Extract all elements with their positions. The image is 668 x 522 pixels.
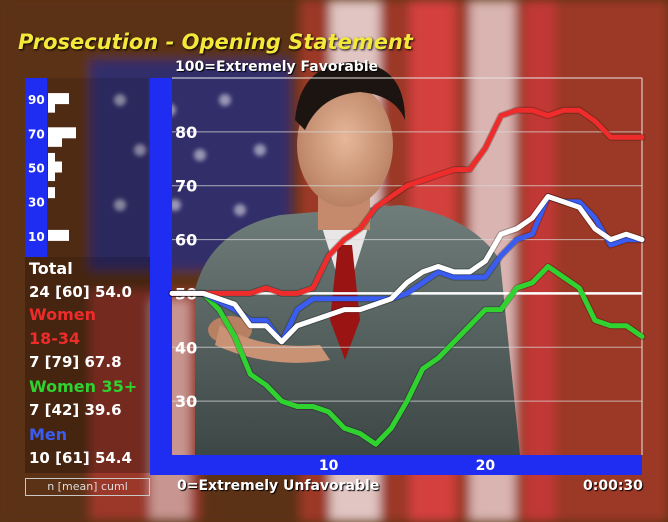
legend-men-n: 10 (29, 449, 50, 467)
y-tick-label-30: 30 (175, 392, 197, 411)
legend-panel: Total 24 [60] 54.0 Women 18-34 7 [79] 67… (25, 257, 150, 473)
y-axis-bar (150, 78, 172, 475)
legend-women-older-stats: 7 [42] 39.6 (29, 401, 122, 419)
legend-women-young-mean: [79] (44, 353, 80, 371)
legend-women-young-cuml: 67.8 (84, 353, 122, 371)
legend-women-older-n: 7 (29, 401, 40, 419)
legend-women-young-stats: 7 [79] 67.8 (29, 353, 122, 371)
scale-bottom-label: 0=Extremely Unfavorable (177, 478, 380, 494)
histogram-axis-bar (25, 78, 47, 257)
histogram-panel (47, 78, 148, 257)
legend-women-young-n: 7 (29, 353, 40, 371)
legend-men-label: Men (29, 425, 68, 444)
x-tick-label-10: 10 (319, 458, 339, 474)
x-tick-label-20: 20 (476, 458, 496, 474)
legend-total-stats: 24 [60] 54.0 (29, 283, 132, 301)
legend-women-older-cuml: 39.6 (84, 401, 122, 419)
y-tick-label-40: 40 (175, 338, 197, 357)
series-line-women-35- (169, 264, 645, 447)
histogram-bar-65 (48, 135, 62, 147)
legend-men-cuml: 54.4 (94, 449, 132, 467)
histogram-tick-50: 50 (28, 162, 45, 176)
scale-top-label: 100=Extremely Favorable (175, 59, 379, 75)
histogram-bar-50 (48, 161, 62, 173)
chart-title: Prosecution - Opening Statement (18, 30, 413, 54)
legend-men-stats: 10 [61] 54.4 (29, 449, 132, 467)
histogram-tick-10: 10 (28, 230, 45, 244)
histogram-bar-85 (48, 101, 55, 113)
legend-men-mean: [61] (55, 449, 90, 467)
histogram-bar-35 (48, 187, 55, 199)
histogram-tick-70: 70 (28, 127, 45, 141)
legend-total-label: Total (29, 259, 73, 278)
y-tick-label-70: 70 (175, 177, 197, 196)
histogram-bar-90 (48, 93, 69, 105)
legend-total-mean: [60] (55, 283, 90, 301)
legend-total-cuml: 54.0 (94, 283, 132, 301)
legend-footer: n [mean] cuml (25, 478, 150, 496)
histogram-bar-45 (48, 170, 55, 182)
histogram-tick-30: 30 (28, 196, 45, 210)
histogram-bar-55 (48, 152, 55, 164)
histogram-bar-10 (48, 229, 69, 241)
legend-women-young-label-line1: Women (29, 305, 96, 324)
x-axis-bar (150, 455, 642, 475)
elapsed-timer: 0:00:30 (583, 478, 643, 494)
histogram-tick-90: 90 (28, 93, 45, 107)
series-line-women-18-34 (169, 107, 645, 296)
legend-women-older-mean: [42] (44, 401, 80, 419)
legend-women-older-label: Women 35+ (29, 377, 138, 396)
y-tick-label-60: 60 (175, 231, 197, 250)
histogram-bar-70 (48, 127, 76, 139)
legend-total-n: 24 (29, 283, 50, 301)
legend-women-young-label-line2: 18-34 (29, 329, 81, 348)
series-line-total (169, 194, 645, 345)
y-tick-label-80: 80 (175, 123, 197, 142)
